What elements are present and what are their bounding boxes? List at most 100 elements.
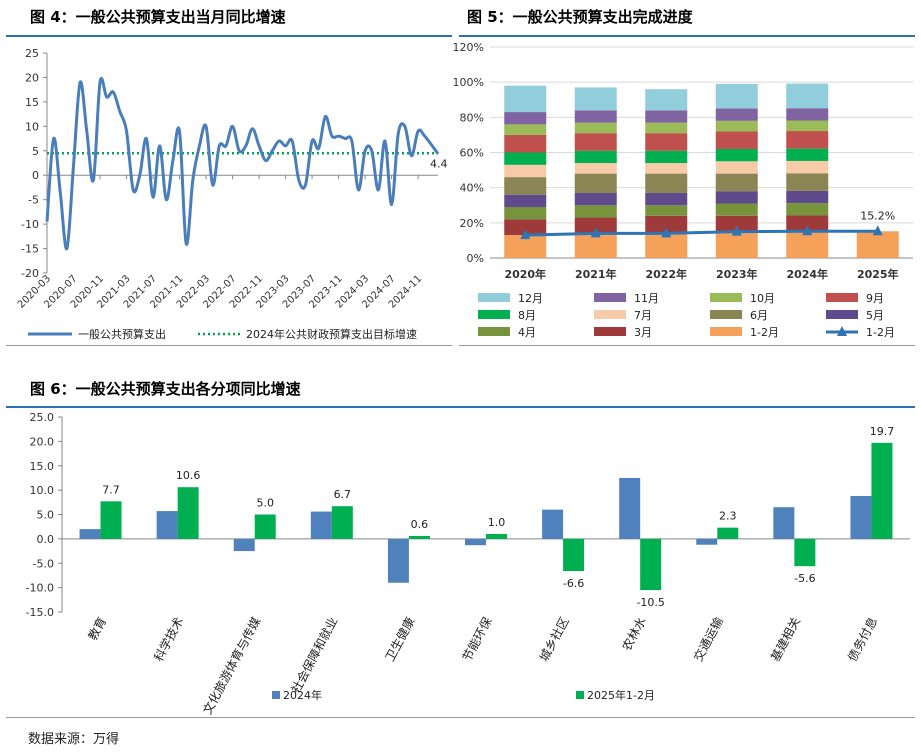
chart6-bar-2024: [773, 507, 795, 539]
chart4-title-rule: [6, 35, 452, 37]
chart4-title: 图 4：一般公共预算支出当月同比增速: [30, 8, 286, 26]
chart5-y-tick-label: 20%: [460, 217, 484, 230]
chart6-y-tick-label: -10.0: [26, 582, 54, 595]
chart6-x-tick-label: 城乡社区: [536, 614, 572, 663]
chart5-legend-label: 4月: [518, 326, 536, 339]
chart4-y-tick-label: 25: [25, 47, 39, 60]
chart5-bar-segment: [645, 205, 688, 216]
chart5-bar-segment: [715, 131, 758, 149]
chart5-bar-segment: [574, 173, 617, 193]
chart5-legend-swatch: [478, 293, 510, 302]
chart6-data-label: 10.6: [176, 469, 201, 482]
chart6-x-tick-label: 农林水: [620, 615, 649, 653]
chart4-y-tick-label: -10: [21, 218, 39, 231]
chart5-line-marker: [872, 225, 883, 236]
chart6-bar-2024: [387, 538, 409, 583]
chart6-bar-2025: [717, 527, 739, 539]
chart6-bar-2025: [640, 538, 662, 591]
chart4-series-line: [45, 77, 440, 251]
chart6-bar-2025: [871, 442, 893, 539]
chart5-line-marker: [731, 225, 742, 236]
chart4-y-tick-label: 5: [32, 145, 39, 158]
chart6-legend-swatch-2025: [576, 691, 584, 699]
chart6-data-label: 19.7: [870, 425, 895, 438]
chart6-x-tick-label: 教育: [85, 614, 110, 642]
chart5-legend-label: 1-2月: [750, 326, 779, 339]
chart5-bottom-rule: [459, 345, 915, 346]
chart6-data-label: 1.0: [488, 516, 506, 529]
chart6-data-label: 0.6: [411, 518, 429, 531]
chart5-bar-segment: [786, 160, 829, 174]
chart5-bar-segment: [645, 89, 688, 111]
chart6-y-tick-label: -5.0: [33, 557, 54, 570]
chart5-bar-segment: [574, 133, 617, 151]
chart6-y-tick-label: 10.0: [30, 484, 55, 497]
chart6-data-label: 2.3: [719, 510, 737, 523]
chart6-data-label: -10.5: [636, 596, 664, 609]
chart6-x-tick-label: 交通运输: [690, 614, 726, 663]
chart5-bar-segment: [715, 173, 758, 192]
chart5-bar-segment: [715, 203, 758, 216]
chart5-bar-segment: [645, 163, 688, 174]
chart6-bar-2024: [233, 538, 255, 552]
chart4-legend-label-main: 一般公共预算支出: [78, 327, 166, 341]
chart5-legend-label: 12月: [518, 292, 543, 305]
chart5-legend-swatch: [826, 310, 858, 319]
chart5-legend-label: 3月: [634, 326, 652, 339]
chart5-bar-segment: [574, 110, 617, 123]
chart6-legend-label-2024: 2024年: [283, 688, 322, 702]
source-note: 数据来源：万得: [28, 732, 120, 747]
chart6-bar-2025: [100, 501, 122, 539]
chart6-x-tick-label: 社会保障和就业: [288, 614, 341, 695]
chart5-bar-segment: [574, 150, 617, 164]
chart5-bar-segment: [504, 85, 547, 113]
chart6-bar-2024: [542, 509, 564, 539]
chart6-y-tick-label: -15.0: [26, 606, 54, 619]
chart6-bar-2025: [254, 514, 276, 539]
chart5-bar-segment: [856, 231, 899, 258]
chart5-bar-segment: [574, 205, 617, 218]
chart6-bottom-rule: [6, 717, 915, 718]
chart5-legend-swatch: [710, 293, 742, 302]
chart5-legend-label: 6月: [750, 309, 768, 322]
chart5-bar-segment: [574, 233, 617, 258]
chart5-legend-swatch: [594, 310, 626, 319]
chart5-bar-segment: [504, 177, 547, 195]
chart6-bar-2024: [619, 477, 641, 539]
chart5-bar-segment: [786, 120, 829, 132]
chart5-bar-segment: [574, 163, 617, 174]
chart4-y-tick-label: 20: [25, 71, 39, 84]
chart5-bar-segment: [786, 215, 829, 232]
chart5-y-tick-label: 60%: [460, 147, 484, 160]
chart5-bar-segment: [715, 161, 758, 174]
chart5-line-marker: [661, 227, 672, 238]
chart6-y-tick-label: 5.0: [37, 509, 55, 522]
chart5-title: 图 5：一般公共预算支出完成进度: [467, 8, 693, 26]
chart4-bottom-rule: [6, 345, 452, 346]
chart5-y-tick-label: 80%: [460, 111, 484, 124]
chart5-x-tick-label: 2020年: [504, 267, 546, 281]
chart5-legend-line-label: 1-2月: [866, 326, 895, 339]
chart6-legend-label-2025: 2025年1-2月: [587, 688, 655, 702]
chart6-data-label: 6.7: [334, 488, 352, 501]
chart4-y-tick-label: -20: [21, 267, 39, 280]
chart5-x-tick-label: 2024年: [786, 267, 828, 281]
chart5-line-series: [525, 229, 878, 237]
chart5-bar-segment: [786, 203, 829, 216]
chart5-bar-segment: [645, 122, 688, 134]
chart5-line-marker: [590, 227, 601, 238]
chart5-bar-segment: [504, 235, 547, 258]
chart5-bar-segment: [786, 83, 829, 109]
chart6-data-label: -6.6: [563, 577, 584, 590]
chart5-bar-segment: [786, 231, 829, 258]
chart6-legend-swatch-2024: [272, 691, 280, 699]
chart6-bar-2024: [850, 495, 872, 539]
chart5-bar-segment: [504, 112, 547, 125]
chart4-y-tick-label: 15: [25, 96, 39, 109]
chart6-title-rule: [6, 406, 915, 408]
chart4-last-value-label: 4.4: [430, 158, 448, 171]
chart6-data-label: 5.0: [256, 497, 274, 510]
chart4-legend-label-target: 2024年公共财政预算支出目标增速: [246, 327, 417, 341]
